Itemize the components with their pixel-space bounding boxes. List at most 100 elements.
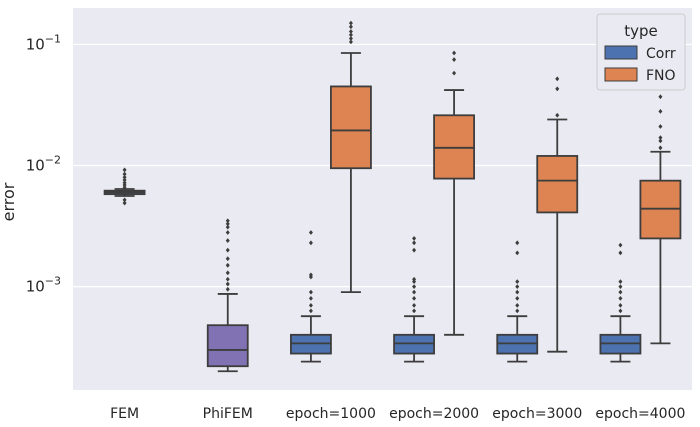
outlier-point — [412, 284, 417, 290]
x-tick-label: epoch=2000 — [389, 406, 479, 422]
box-epoch=2000-FNO — [433, 50, 475, 336]
legend-title: type — [624, 22, 658, 40]
outlier-point — [308, 295, 313, 301]
x-tick-label: PhiFEM — [203, 406, 253, 422]
outlier-point — [618, 308, 623, 314]
outlier-point — [412, 289, 417, 295]
box-epoch=2000-Corr — [393, 236, 435, 363]
outlier-point — [412, 247, 417, 253]
x-tick-label: epoch=1000 — [286, 406, 376, 422]
outlier-point — [515, 289, 520, 295]
outlier-point — [618, 284, 623, 290]
x-tick-label: FEM — [110, 406, 139, 422]
x-tick-label: epoch=4000 — [595, 406, 685, 422]
box-body — [536, 155, 579, 214]
outlier-point — [348, 29, 353, 34]
outlier-point — [308, 308, 313, 314]
outlier-point — [618, 242, 623, 248]
outlier-point — [618, 289, 623, 295]
outlier-point — [225, 281, 230, 287]
y-tick-label: 10−3 — [26, 275, 61, 296]
outlier-point — [618, 279, 623, 285]
outlier-point — [515, 240, 520, 246]
legend-swatch-Corr — [604, 45, 638, 60]
box-body — [330, 85, 372, 170]
outlier-point — [225, 224, 230, 230]
legend: type Corr FNO — [596, 13, 686, 91]
outlier-point — [308, 230, 313, 235]
box-epoch=3000-Corr — [496, 240, 539, 363]
box-epoch=4000-Corr — [599, 242, 642, 363]
outlier-point — [515, 302, 520, 308]
x-axis: FEM PhiFEM epoch=1000 epoch=2000 epoch=3000 e… — [110, 406, 685, 422]
outlier-point — [308, 272, 313, 278]
outlier-point — [412, 276, 417, 282]
outlier-point — [452, 70, 457, 76]
outlier-point — [515, 250, 520, 256]
outlier-point — [122, 197, 127, 203]
box-epoch=4000-FNO — [639, 94, 682, 345]
outlier-point — [122, 180, 127, 186]
outlier-point — [658, 124, 663, 129]
y-axis-label: error — [0, 182, 18, 221]
outlier-point — [452, 50, 457, 56]
box-epoch=3000-FNO — [536, 76, 579, 353]
box-FEM-single — [103, 167, 146, 206]
outlier-point — [122, 171, 127, 177]
plot-background — [73, 8, 692, 390]
outlier-point — [515, 295, 520, 301]
outlier-point — [225, 221, 230, 227]
outlier-point — [225, 238, 230, 243]
y-axis: 10−1 10−2 10−3 — [26, 32, 61, 295]
grid-lines — [73, 43, 692, 288]
outlier-point — [412, 295, 417, 301]
box-series — [103, 20, 682, 373]
legend-swatch-FNO — [604, 67, 638, 82]
outlier-point — [412, 236, 417, 241]
box-PhiFEM-single — [206, 218, 249, 373]
outlier-point — [348, 36, 353, 41]
outlier-point — [225, 286, 230, 292]
outlier-point — [225, 270, 230, 276]
outlier-point — [515, 308, 520, 314]
y-tick-label: 10−1 — [26, 32, 61, 53]
outlier-point — [618, 302, 623, 308]
outlier-point — [225, 218, 230, 224]
outlier-point — [225, 247, 230, 253]
outlier-point — [225, 230, 230, 235]
outlier-point — [658, 135, 663, 141]
outlier-point — [412, 240, 417, 246]
box-epoch=1000-FNO — [330, 20, 372, 294]
y-tick-label: 10−2 — [26, 154, 61, 175]
outlier-point — [555, 86, 560, 92]
outlier-point — [412, 308, 417, 314]
outlier-point — [618, 250, 623, 256]
outlier-point — [555, 76, 560, 82]
outlier-point — [225, 262, 230, 268]
outlier-point — [658, 145, 663, 151]
outlier-point — [515, 284, 520, 290]
outlier-point — [122, 174, 127, 180]
outlier-point — [308, 302, 313, 308]
outlier-point — [348, 20, 353, 26]
outlier-point — [658, 108, 663, 114]
outlier-point — [308, 289, 313, 295]
outlier-point — [618, 295, 623, 301]
outlier-point — [555, 112, 560, 118]
outlier-point — [658, 94, 663, 100]
outlier-point — [122, 167, 127, 173]
box-epoch=1000-Corr — [290, 230, 332, 363]
outlier-point — [658, 138, 663, 144]
outlier-point — [122, 177, 127, 183]
outlier-point — [225, 256, 230, 262]
outlier-point — [308, 240, 313, 246]
outlier-point — [412, 302, 417, 308]
outlier-point — [348, 39, 353, 45]
outlier-point — [225, 276, 230, 282]
x-tick-label: epoch=3000 — [492, 406, 582, 422]
outlier-point — [348, 32, 353, 38]
outlier-point — [122, 200, 127, 206]
legend-label-FNO: FNO — [646, 68, 676, 84]
outlier-point — [452, 57, 457, 62]
